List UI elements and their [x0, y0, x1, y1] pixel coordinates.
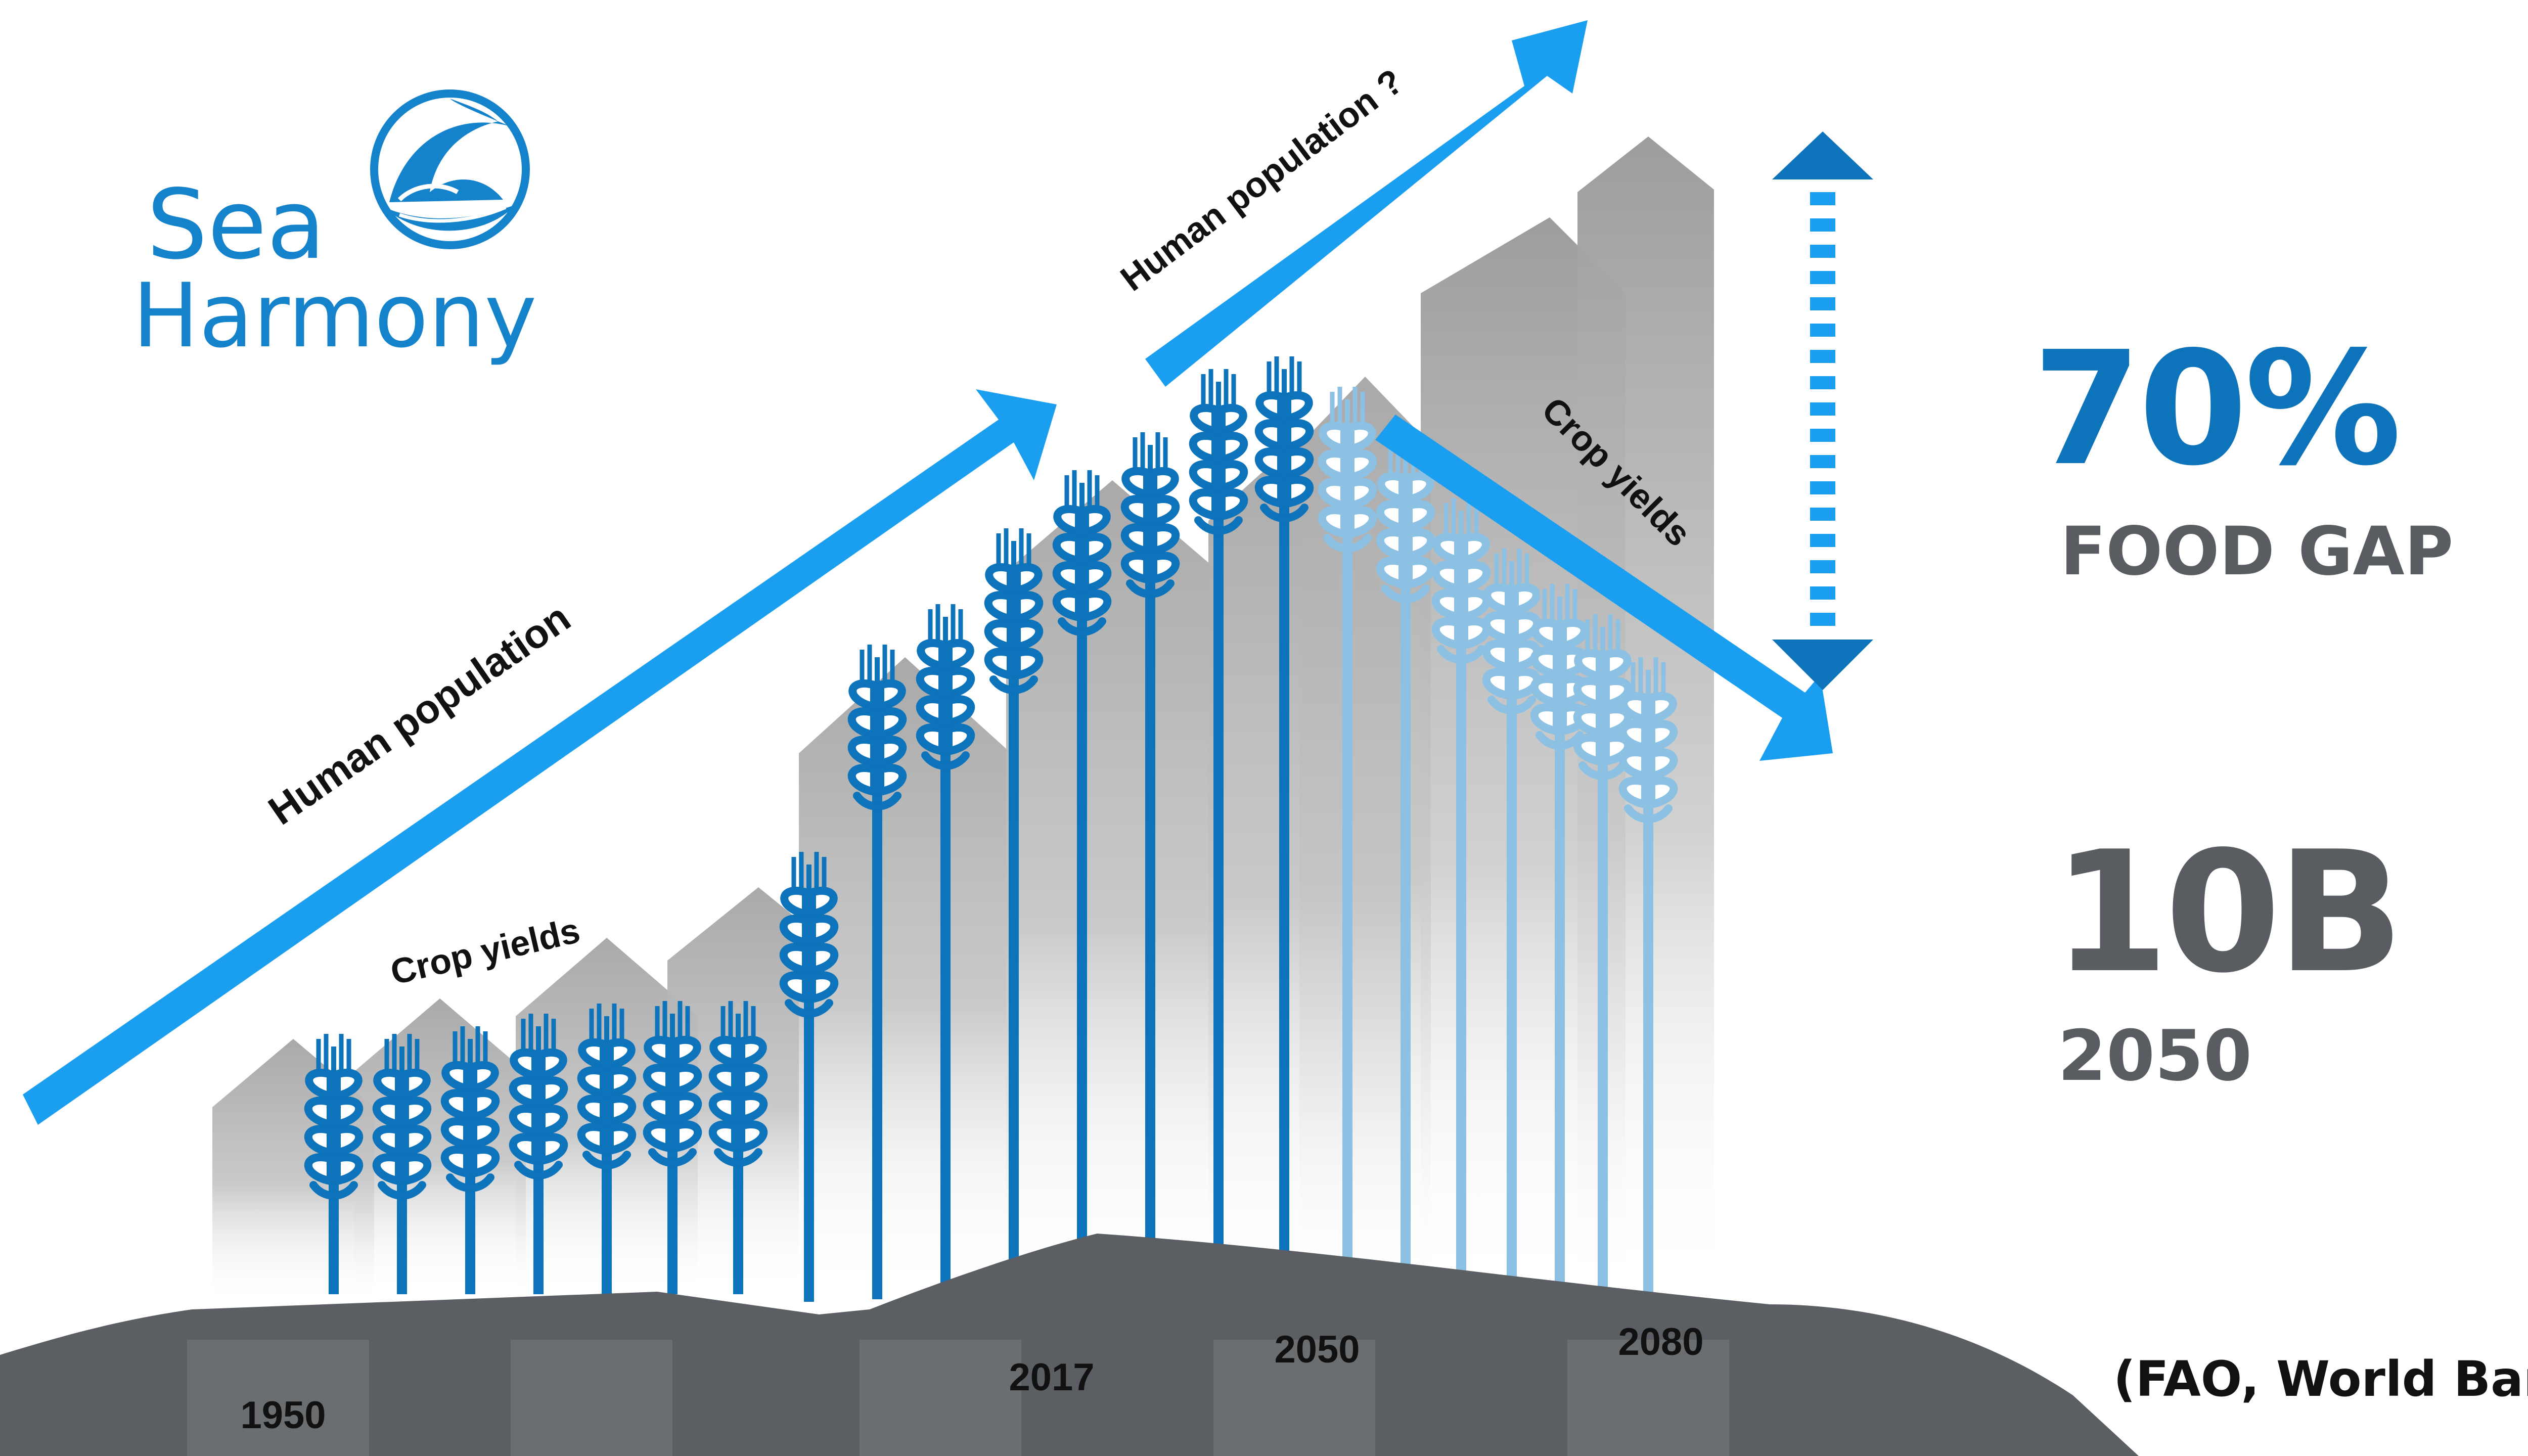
gap-dashed-line [1810, 192, 1835, 626]
crop-yields-past-label: Crop yields [387, 911, 583, 992]
wheat-icon [1623, 657, 1674, 1297]
crop-yields-down-arrow [1375, 415, 1833, 761]
year-label-2080: 2080 [1618, 1321, 1703, 1363]
dolphin-icon [370, 89, 530, 249]
wheat-plants [308, 356, 1674, 1302]
wheat-icon [784, 852, 835, 1302]
ground-year-blocks [187, 1340, 1729, 1456]
wheat-icon [581, 1004, 633, 1294]
wheat-icon [445, 1026, 496, 1294]
population-value: 10B [2053, 815, 2404, 1010]
logo-text-sea: Sea [147, 169, 326, 281]
wheat-icon [713, 1001, 764, 1294]
wheat-icon [920, 604, 971, 1292]
wheat-icon [1577, 614, 1629, 1292]
wheat-icon [1193, 369, 1244, 1254]
logo-text-harmony: Harmony [132, 265, 537, 368]
wheat-icon [1057, 470, 1108, 1274]
population-year: 2050 [2058, 1015, 2252, 1097]
year-label-2017: 2017 [1009, 1356, 1094, 1399]
double-arrow-icon [1772, 131, 1873, 690]
population-future-label: Human population ? [1113, 61, 1410, 298]
wheat-icon [852, 645, 903, 1299]
year-label-2050: 2050 [1274, 1328, 1360, 1371]
wheat-icon [1380, 437, 1431, 1266]
wheat-icon [1259, 356, 1310, 1254]
population-arrow [23, 389, 1057, 1125]
wheat-icon [308, 1034, 359, 1294]
wheat-icon [1125, 432, 1176, 1264]
source-citation: (FAO, World Bank) [2113, 1351, 2528, 1407]
wheat-icon [647, 1001, 698, 1294]
wheat-icon [513, 1014, 564, 1294]
food-gap-label: FOOD GAP [2060, 513, 2454, 590]
wheat-icon [988, 528, 1040, 1284]
wheat-icon [1486, 549, 1538, 1279]
wheat-icon [1436, 498, 1487, 1271]
population-future-arrow [1145, 20, 1588, 387]
food-gap-percent: 70% [2033, 318, 2402, 500]
population-past-label: Human population [260, 595, 578, 833]
wheat-icon [377, 1034, 428, 1294]
year-label-1950: 1950 [240, 1394, 326, 1437]
wheat-icon [1534, 584, 1586, 1287]
wheat-icon [1322, 387, 1373, 1259]
